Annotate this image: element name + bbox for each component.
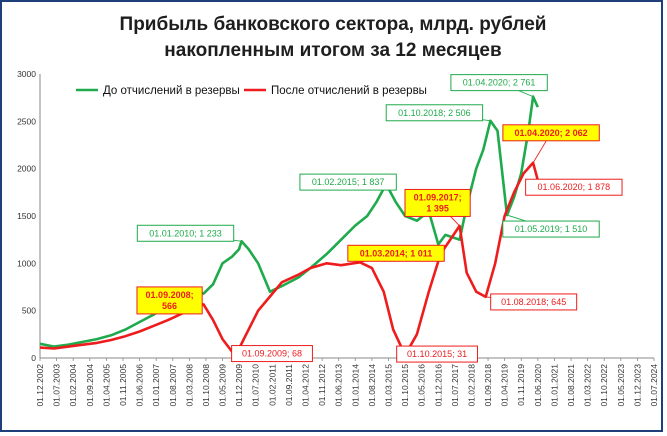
label-box bbox=[404, 188, 471, 217]
chart-title: Прибыль банковского сектора, млрд. рубле… bbox=[120, 14, 547, 35]
legend-label: После отчислений в резервы bbox=[271, 85, 427, 97]
series-line-before-reserves bbox=[39, 95, 539, 348]
data-label: 01.10.2018; 2 506 bbox=[385, 104, 491, 122]
label-box bbox=[385, 104, 484, 122]
x-tick-label: 01.02.2004 bbox=[68, 364, 78, 407]
label-text: 01.06.2020; 1 878 bbox=[538, 182, 611, 192]
x-tick-label: 01.05.2009 bbox=[218, 364, 228, 407]
data-label: 01.02.2015; 1 837 bbox=[299, 173, 397, 191]
label-text: 01.05.2019; 1 510 bbox=[515, 224, 588, 234]
label-box bbox=[502, 220, 600, 238]
annotation-layer: 01.01.2010; 1 233 01.02.2015; 1 837 01.10.… bbox=[136, 74, 623, 363]
x-tick-label: 01.06.2013 bbox=[334, 364, 344, 407]
label-text: 01.04.2020; 2 761 bbox=[463, 78, 536, 88]
x-tick-label: 01.04.2019 bbox=[500, 364, 510, 407]
series-layer bbox=[39, 95, 540, 357]
x-tick-label: 01.08.2014 bbox=[367, 364, 377, 407]
x-tick-label: 01.09.2011 bbox=[284, 364, 294, 406]
data-label: 01.05.2019; 1 510 bbox=[502, 214, 600, 238]
y-tick-label: 2000 bbox=[17, 164, 36, 174]
x-tick-label: 01.10.2022 bbox=[599, 364, 609, 407]
x-tick-label: 01.12.2009 bbox=[234, 364, 244, 407]
axes: 0 500 1000 1500 2000 2500 3000 01.12.2002 01.07.… bbox=[17, 69, 659, 407]
x-tick-label: 01.06.2006 bbox=[135, 364, 145, 407]
label-text: 01.04.2020; 2 062 bbox=[515, 128, 588, 138]
x-tick-label: 01.05.2023 bbox=[616, 364, 626, 407]
x-tick-label: 01.07.2017 bbox=[450, 364, 460, 407]
label-text: 566 bbox=[162, 301, 177, 311]
y-tick-label: 500 bbox=[22, 306, 36, 316]
x-tick-label: 01.04.2012 bbox=[301, 364, 311, 407]
x-tick-label: 01.01.2021 bbox=[549, 364, 559, 407]
data-label: 01.10.2015; 31 bbox=[396, 345, 478, 363]
x-tick-label: 01.11.2019 bbox=[516, 364, 526, 406]
label-text: 01.09.2009; 68 bbox=[242, 349, 302, 359]
label-box bbox=[490, 293, 578, 311]
x-tick-label: 01.11.2005 bbox=[118, 364, 128, 406]
label-box bbox=[525, 178, 623, 196]
label-box bbox=[347, 244, 445, 262]
data-label: 01.03.2014; 1 011 bbox=[347, 244, 445, 263]
x-tick-label: 01.03.2022 bbox=[583, 364, 593, 407]
data-label: 01.04.2020; 2 761 bbox=[450, 74, 548, 98]
x-tick-label: 01.07.2024 bbox=[649, 364, 659, 407]
x-tick-label: 01.07.2003 bbox=[52, 364, 62, 407]
y-tick-label: 2500 bbox=[17, 116, 36, 126]
x-tick-label: 01.06.2020 bbox=[533, 364, 543, 407]
label-box bbox=[136, 224, 235, 242]
x-tick-label: 01.03.2008 bbox=[184, 364, 194, 407]
label-text: 01.08.2018; 645 bbox=[501, 297, 566, 307]
legend-label: До отчислений в резервы bbox=[103, 85, 240, 97]
data-label: 01.09.2008;566 bbox=[136, 286, 204, 315]
data-label: 01.01.2010; 1 233 bbox=[136, 224, 242, 242]
x-tick-label: 01.08.2021 bbox=[566, 364, 576, 407]
data-label: 01.04.2020; 2 062 bbox=[502, 124, 600, 164]
x-tick-label: 01.03.2015 bbox=[383, 364, 393, 407]
data-label: 01.09.2009; 68 bbox=[231, 345, 313, 363]
x-tick-label: 01.07.2010 bbox=[251, 364, 261, 407]
x-tick-label: 01.04.2005 bbox=[101, 364, 111, 407]
x-tick-label: 01.02.2018 bbox=[466, 364, 476, 407]
data-label: 01.09.2017;1 395 bbox=[404, 188, 471, 227]
chart-subtitle: накопленным итогом за 12 месяцев bbox=[164, 40, 501, 61]
x-tick-label: 01.01.2014 bbox=[350, 364, 360, 407]
x-tick-label: 01.10.2008 bbox=[201, 364, 211, 407]
x-tick-label: 01.01.2007 bbox=[151, 364, 161, 407]
x-tick-label: 01.12.2016 bbox=[433, 364, 443, 407]
label-text: 01.03.2014; 1 011 bbox=[360, 248, 433, 258]
label-text: 01.09.2017; bbox=[414, 192, 462, 202]
y-tick-label: 3000 bbox=[17, 69, 36, 79]
x-tick-label: 01.12.2002 bbox=[35, 364, 45, 407]
data-label: 01.06.2020; 1 878 bbox=[525, 178, 623, 196]
x-tick-label: 01.05.2016 bbox=[417, 364, 427, 407]
label-text: 01.01.2010; 1 233 bbox=[149, 228, 222, 238]
y-tick-label: 1500 bbox=[17, 211, 36, 221]
label-box bbox=[136, 286, 203, 315]
label-text: 1 395 bbox=[426, 203, 449, 213]
label-box bbox=[299, 173, 397, 191]
data-label: 01.08.2018; 645 bbox=[485, 293, 578, 311]
x-tick-label: 01.10.2015 bbox=[400, 364, 410, 407]
label-box bbox=[450, 74, 548, 92]
x-tick-label: 01.02.2011 bbox=[267, 364, 277, 406]
label-box bbox=[231, 345, 313, 363]
label-text: 01.09.2008; bbox=[146, 290, 194, 300]
label-text: 01.02.2015; 1 837 bbox=[312, 177, 385, 187]
legend: До отчислений в резервы После отчислений … bbox=[76, 85, 427, 97]
label-text: 01.10.2018; 2 506 bbox=[398, 108, 471, 118]
y-tick-label: 1000 bbox=[17, 258, 36, 268]
x-tick-label: 01.08.2007 bbox=[168, 364, 178, 407]
x-tick-label: 01.09.2018 bbox=[483, 364, 493, 407]
label-box bbox=[396, 345, 478, 363]
label-box bbox=[502, 124, 600, 142]
label-text: 01.10.2015; 31 bbox=[407, 349, 467, 359]
x-tick-label: 01.11.2012 bbox=[317, 364, 327, 406]
x-tick-label: 01.12.2023 bbox=[632, 364, 642, 407]
series-line-after-reserves bbox=[39, 161, 540, 357]
y-tick-label: 0 bbox=[31, 353, 36, 363]
x-tick-label: 01.09.2004 bbox=[85, 364, 95, 407]
